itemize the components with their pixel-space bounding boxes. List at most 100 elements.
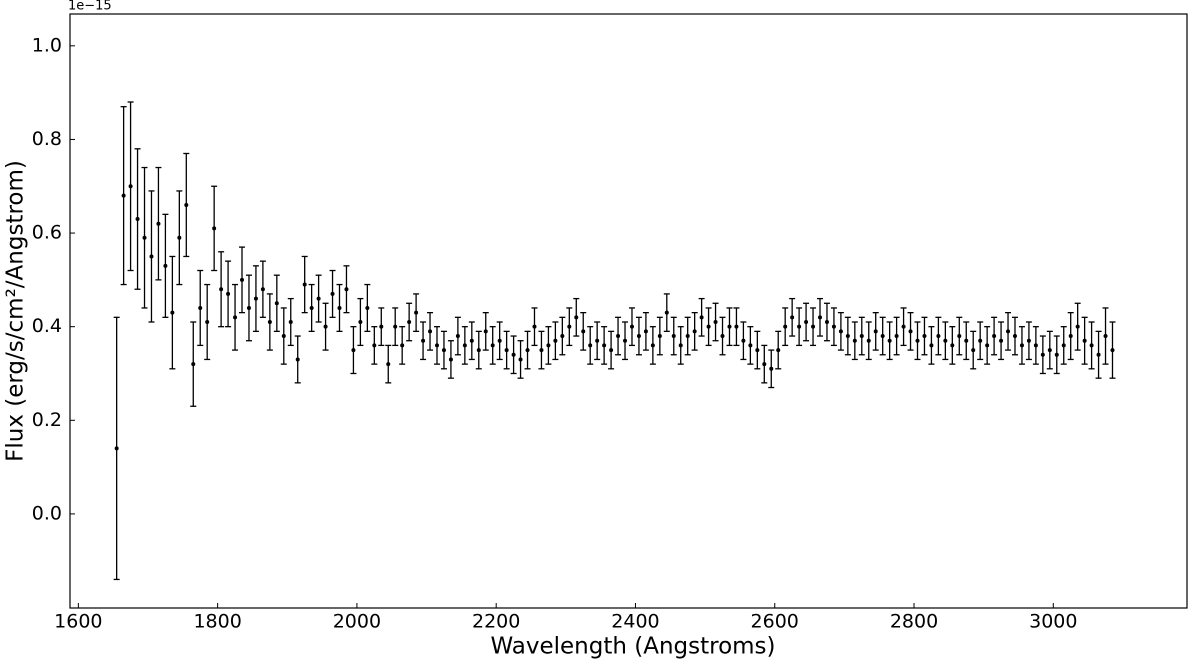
data-point <box>1006 329 1011 334</box>
data-point <box>240 277 245 282</box>
data-point <box>852 338 857 343</box>
data-point <box>309 305 314 310</box>
data-point <box>260 287 265 292</box>
data-point <box>873 329 878 334</box>
data-point <box>734 324 739 329</box>
data-point <box>1082 338 1087 343</box>
data-point <box>156 221 161 226</box>
data-point <box>831 324 836 329</box>
data-point <box>407 320 412 324</box>
data-point <box>177 235 182 240</box>
data-point <box>149 254 154 259</box>
data-point <box>859 334 864 339</box>
data-point <box>943 338 948 343</box>
data-point <box>1061 343 1066 348</box>
x-tick-label: 1600 <box>54 611 102 633</box>
y-tick-label: 1.0 <box>32 34 62 56</box>
data-point <box>957 334 962 339</box>
data-point <box>713 320 718 324</box>
data-point <box>838 329 843 334</box>
data-point <box>1068 334 1073 339</box>
data-point <box>121 193 126 198</box>
data-point <box>880 334 885 339</box>
x-tick-label: 2600 <box>751 611 799 633</box>
data-point <box>476 348 481 353</box>
data-point <box>804 320 809 324</box>
data-point <box>198 305 203 310</box>
data-point <box>414 310 419 315</box>
data-point <box>539 348 544 353</box>
data-point <box>316 296 321 301</box>
data-point <box>1026 338 1031 343</box>
data-point <box>950 343 955 348</box>
data-point <box>504 348 509 353</box>
data-point <box>490 343 495 348</box>
data-point <box>532 324 537 329</box>
data-point <box>400 343 405 348</box>
data-point <box>525 348 530 353</box>
x-axis-label: Wavelength (Angstroms) <box>490 634 775 660</box>
data-point <box>1089 343 1094 348</box>
data-point <box>657 334 662 339</box>
data-point <box>915 338 920 343</box>
data-point <box>142 235 147 240</box>
data-point <box>1054 352 1059 357</box>
data-point <box>685 334 690 339</box>
data-point <box>358 320 363 324</box>
data-point <box>1103 334 1108 339</box>
data-point <box>636 334 641 339</box>
data-point <box>588 343 593 348</box>
x-tick-label: 1800 <box>193 611 241 633</box>
data-point <box>741 338 746 343</box>
data-point <box>964 338 969 343</box>
data-point <box>811 324 816 329</box>
data-point <box>595 338 600 343</box>
data-point <box>302 282 307 287</box>
data-point <box>351 348 356 353</box>
data-point <box>483 329 488 334</box>
data-point <box>421 338 426 343</box>
data-point <box>330 291 335 296</box>
data-point <box>511 352 516 357</box>
data-point <box>824 320 829 324</box>
data-point <box>866 338 871 343</box>
data-point <box>226 291 231 296</box>
data-point <box>908 329 913 334</box>
data-point <box>783 324 788 329</box>
data-point <box>191 362 196 367</box>
data-point <box>720 334 725 339</box>
data-point <box>386 362 391 367</box>
data-point <box>1047 348 1052 353</box>
data-point <box>288 320 293 324</box>
data-point <box>678 343 683 348</box>
data-point <box>281 334 286 339</box>
x-tick-label: 3000 <box>1029 611 1077 633</box>
data-point <box>233 315 238 320</box>
data-point <box>114 446 119 451</box>
data-point <box>246 305 251 310</box>
data-point <box>428 329 433 334</box>
data-point <box>469 338 474 343</box>
data-point <box>936 334 941 339</box>
y-tick-label: 0.0 <box>32 502 62 524</box>
data-point <box>344 287 349 292</box>
data-point <box>1012 334 1017 339</box>
y-tick-label: 0.4 <box>32 315 62 337</box>
data-point <box>219 287 224 292</box>
data-point <box>602 343 607 348</box>
data-point <box>818 315 823 320</box>
data-point <box>560 334 565 339</box>
x-tick-label: 2400 <box>611 611 659 633</box>
data-point <box>1110 348 1115 353</box>
data-point <box>922 334 927 339</box>
data-point <box>762 362 767 367</box>
data-point <box>887 338 892 343</box>
y-axis-label: Flux (erg/s/cm²/Angstrom) <box>3 160 29 462</box>
data-point <box>205 320 210 324</box>
data-point <box>894 334 899 339</box>
data-point <box>393 324 398 329</box>
data-point <box>497 338 502 343</box>
y-tick-label: 0.2 <box>32 409 62 431</box>
x-tick-label: 2800 <box>890 611 938 633</box>
data-point <box>455 334 460 339</box>
